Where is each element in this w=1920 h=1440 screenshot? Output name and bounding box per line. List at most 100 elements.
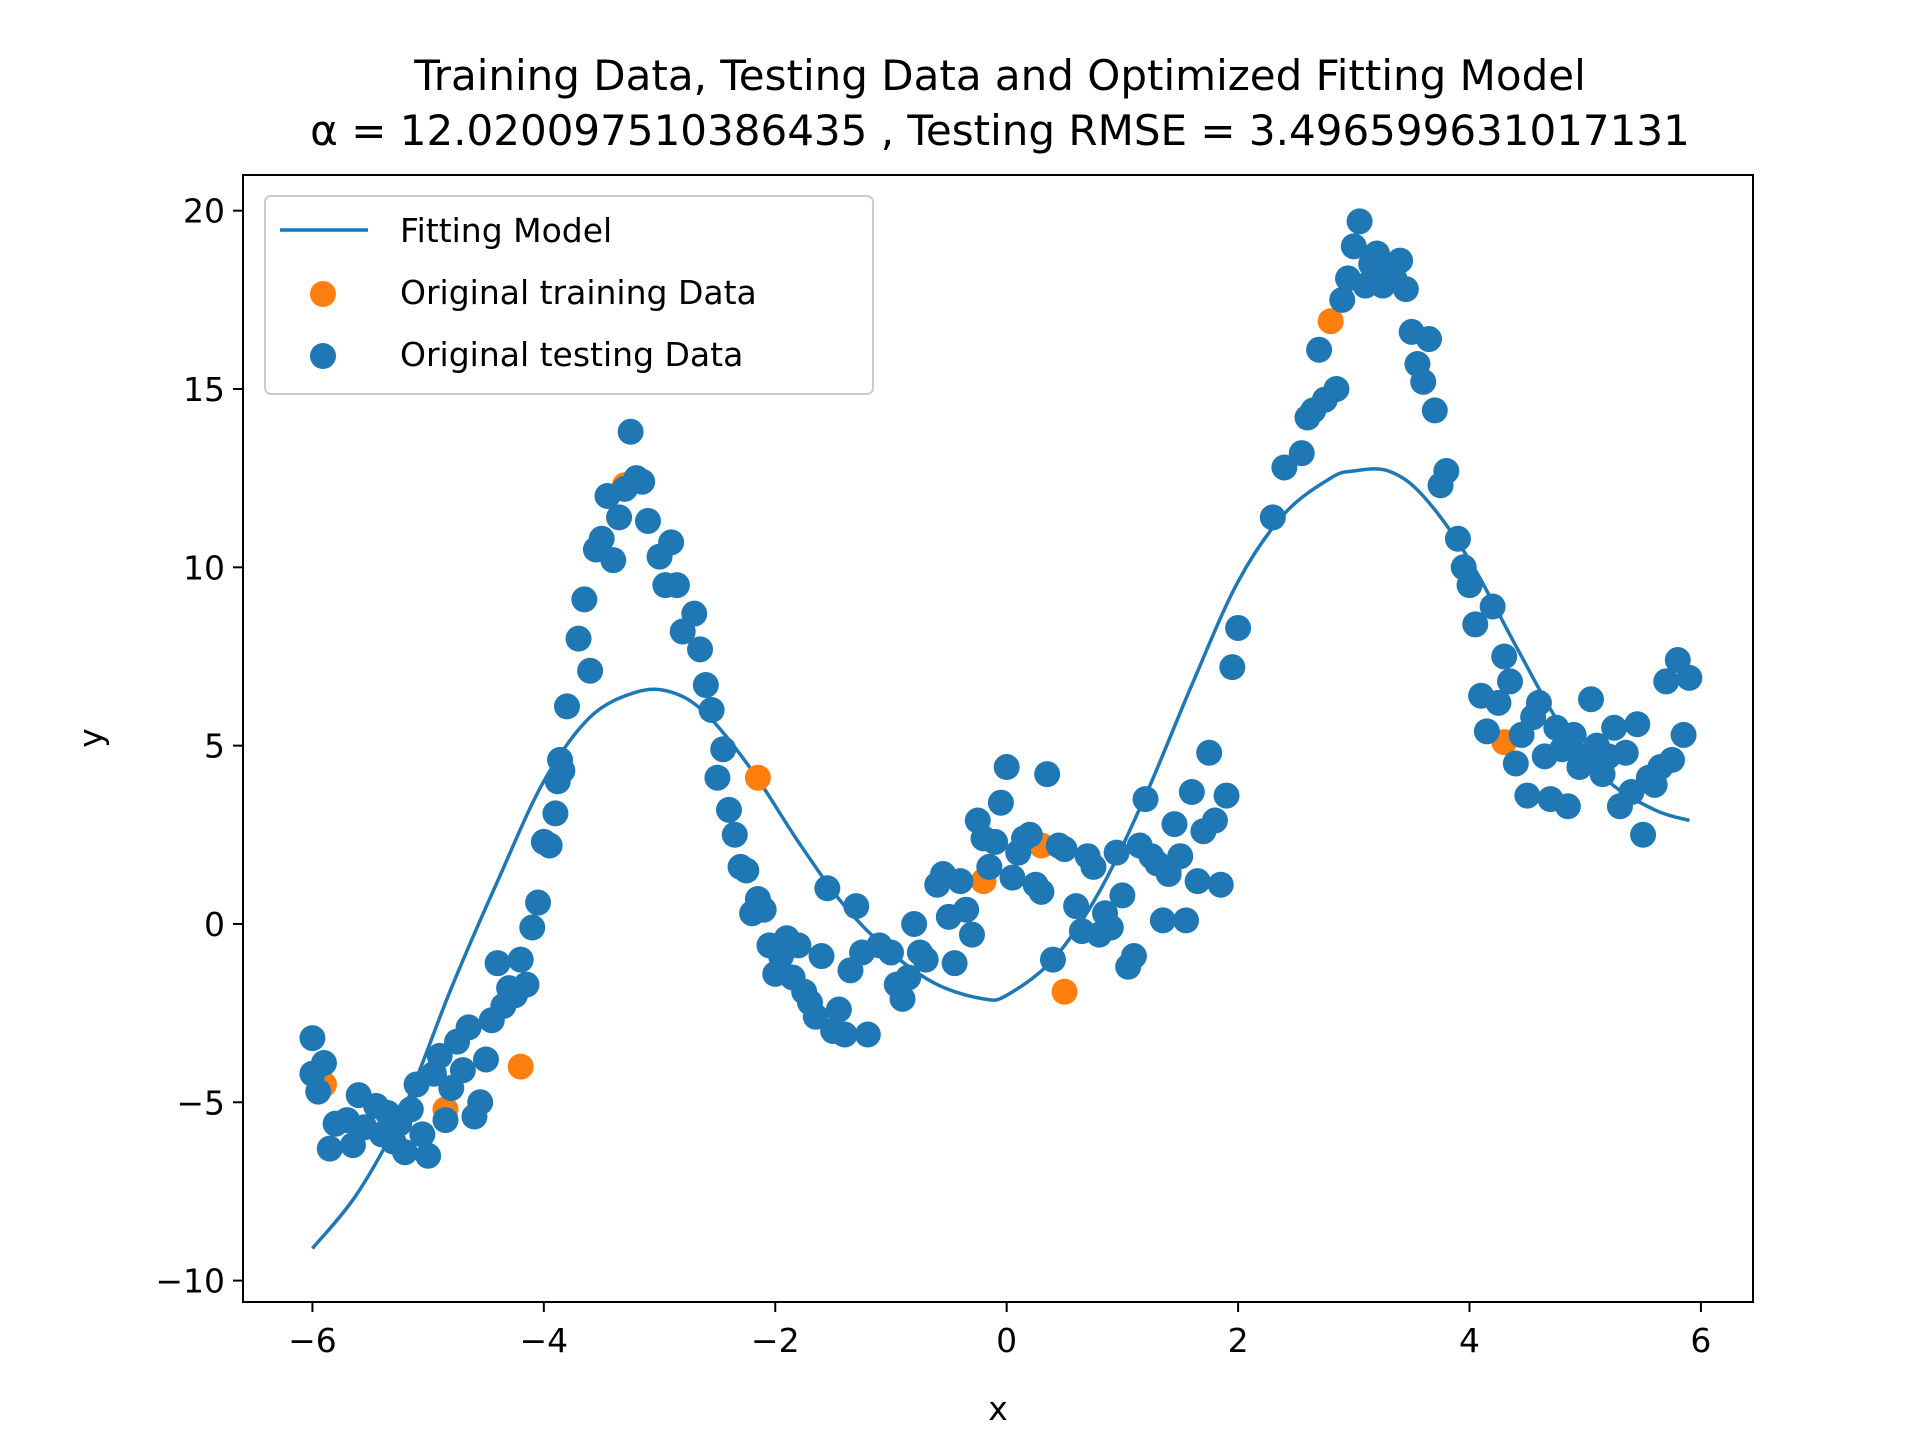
testing-point bbox=[1410, 368, 1437, 395]
x-tick-label: −2 bbox=[751, 1321, 800, 1360]
testing-point bbox=[1039, 946, 1066, 973]
testing-point bbox=[467, 1089, 494, 1116]
testing-point bbox=[947, 868, 974, 895]
testing-point bbox=[704, 764, 731, 791]
testing-point bbox=[901, 910, 928, 937]
testing-point bbox=[831, 1021, 858, 1048]
testing-point bbox=[415, 1142, 442, 1169]
testing-point bbox=[1560, 721, 1587, 748]
testing-point bbox=[1063, 893, 1090, 920]
testing-point bbox=[1456, 572, 1483, 599]
testing-point bbox=[507, 946, 534, 973]
testing-point bbox=[987, 789, 1014, 816]
testing-point bbox=[1016, 821, 1043, 848]
y-tick-label: −5 bbox=[176, 1083, 225, 1122]
testing-point bbox=[588, 525, 615, 552]
testing-point bbox=[733, 857, 760, 884]
testing-point bbox=[1416, 326, 1443, 353]
testing-point bbox=[1525, 689, 1552, 716]
testing-point bbox=[1167, 843, 1194, 870]
x-tick-label: −4 bbox=[520, 1321, 569, 1360]
testing-point bbox=[1080, 853, 1107, 880]
testing-point bbox=[698, 696, 725, 723]
training-point bbox=[744, 764, 771, 791]
testing-point bbox=[1213, 782, 1240, 809]
testing-point bbox=[426, 1042, 453, 1069]
testing-point bbox=[600, 547, 627, 574]
testing-point bbox=[1259, 504, 1286, 531]
testing-point bbox=[663, 572, 690, 599]
testing-point bbox=[432, 1107, 459, 1134]
chart-subtitle: α = 12.020097510386435 , Testing RMSE = … bbox=[310, 106, 1690, 155]
testing-point bbox=[472, 1046, 499, 1073]
testing-point bbox=[785, 932, 812, 959]
testing-point bbox=[606, 504, 633, 531]
testing-point bbox=[542, 800, 569, 827]
testing-point bbox=[1491, 643, 1518, 670]
chart-title: Training Data, Testing Data and Optimize… bbox=[413, 51, 1586, 100]
testing-point bbox=[629, 468, 656, 495]
testing-point bbox=[843, 893, 870, 920]
testing-point bbox=[409, 1121, 436, 1148]
x-tick-label: −6 bbox=[288, 1321, 337, 1360]
x-tick-label: 2 bbox=[1228, 1321, 1249, 1360]
testing-point bbox=[1034, 761, 1061, 788]
testing-point bbox=[1219, 654, 1246, 681]
y-axis-label: y bbox=[71, 728, 110, 748]
testing-point bbox=[1612, 739, 1639, 766]
testing-point bbox=[634, 507, 661, 534]
testing-point bbox=[1433, 458, 1460, 485]
testing-point bbox=[808, 943, 835, 970]
x-axis-label: x bbox=[988, 1389, 1008, 1428]
y-tick-label: 0 bbox=[204, 905, 225, 944]
y-tick-label: 15 bbox=[183, 370, 225, 409]
testing-point bbox=[1578, 686, 1605, 713]
testing-point bbox=[1421, 397, 1448, 424]
testing-point bbox=[449, 1057, 476, 1084]
testing-point bbox=[1184, 868, 1211, 895]
testing-point bbox=[1097, 914, 1124, 941]
testing-point bbox=[958, 921, 985, 948]
testing-point bbox=[549, 757, 576, 784]
testing-point bbox=[854, 1021, 881, 1048]
testing-point bbox=[1485, 689, 1512, 716]
testing-point bbox=[1201, 807, 1228, 834]
testing-point bbox=[681, 600, 708, 627]
testing-point bbox=[1161, 811, 1188, 838]
testing-point bbox=[1473, 718, 1500, 745]
legend-label-training: Original training Data bbox=[400, 273, 757, 312]
testing-point bbox=[316, 1135, 343, 1162]
testing-point bbox=[692, 672, 719, 699]
testing-point bbox=[1630, 821, 1657, 848]
testing-point bbox=[658, 529, 685, 556]
testing-point bbox=[484, 950, 511, 977]
x-tick-label: 4 bbox=[1459, 1321, 1480, 1360]
testing-point bbox=[1028, 878, 1055, 905]
testing-point bbox=[1340, 233, 1367, 260]
testing-point bbox=[1601, 714, 1628, 741]
testing-point bbox=[525, 889, 552, 916]
testing-point bbox=[553, 693, 580, 720]
testing-point bbox=[310, 1050, 337, 1077]
testing-point bbox=[1653, 668, 1680, 695]
testing-point bbox=[1323, 375, 1350, 402]
testing-point bbox=[1051, 836, 1078, 863]
testing-point bbox=[750, 896, 777, 923]
testing-point bbox=[1132, 786, 1159, 813]
testing-point bbox=[1306, 336, 1333, 363]
testing-point bbox=[565, 625, 592, 652]
testing-point bbox=[953, 896, 980, 923]
testing-point bbox=[814, 875, 841, 902]
testing-point bbox=[993, 754, 1020, 781]
legend-label-testing: Original testing Data bbox=[400, 335, 743, 374]
testing-point bbox=[941, 950, 968, 977]
testing-point bbox=[710, 736, 737, 763]
testing-point bbox=[721, 821, 748, 848]
testing-point bbox=[1502, 750, 1529, 777]
testing-point bbox=[1288, 440, 1315, 467]
legend: Fitting Model Original training Data Ori… bbox=[264, 195, 874, 395]
testing-point bbox=[877, 939, 904, 966]
testing-point bbox=[802, 1003, 829, 1030]
legend-marker-testing bbox=[310, 343, 336, 369]
y-tick-label: 5 bbox=[204, 727, 225, 766]
